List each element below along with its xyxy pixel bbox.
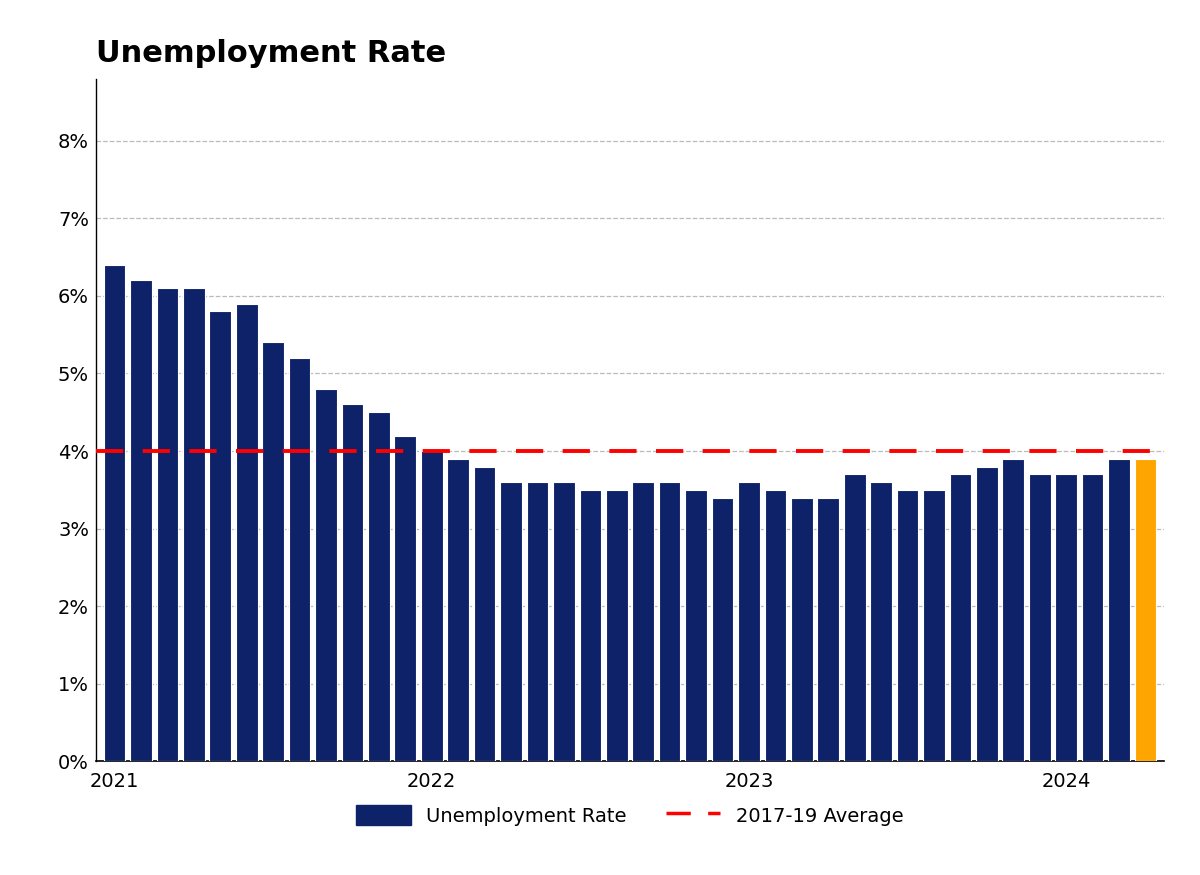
Bar [1055, 474, 1078, 761]
Bar [712, 498, 733, 761]
Bar [949, 474, 971, 761]
Bar [316, 389, 337, 761]
Bar [896, 490, 918, 761]
Bar [976, 466, 997, 761]
Bar [474, 466, 496, 761]
Bar [553, 482, 575, 761]
Bar [368, 412, 390, 761]
Bar [1081, 474, 1104, 761]
Bar [342, 404, 364, 761]
Bar [527, 482, 548, 761]
Bar [263, 342, 284, 761]
Bar [844, 474, 865, 761]
Bar [1002, 458, 1024, 761]
Bar [1135, 458, 1157, 761]
Bar [395, 436, 416, 761]
Bar [580, 490, 601, 761]
Bar [606, 490, 628, 761]
Bar [659, 482, 680, 761]
Text: Unemployment Rate: Unemployment Rate [96, 39, 446, 68]
Bar [764, 490, 786, 761]
Bar [923, 490, 944, 761]
Bar [210, 312, 232, 761]
Bar [1109, 458, 1130, 761]
Bar [632, 482, 654, 761]
Bar [289, 358, 311, 761]
Bar [817, 498, 839, 761]
Bar [156, 288, 179, 761]
Bar [236, 304, 258, 761]
Bar [421, 451, 443, 761]
Bar [103, 265, 125, 761]
Bar [738, 482, 760, 761]
Legend: Unemployment Rate, 2017-19 Average: Unemployment Rate, 2017-19 Average [349, 797, 911, 833]
Bar [130, 280, 151, 761]
Bar [791, 498, 812, 761]
Bar [870, 482, 892, 761]
Bar [448, 458, 469, 761]
Bar [1028, 474, 1050, 761]
Bar [685, 490, 707, 761]
Bar [500, 482, 522, 761]
Bar [182, 288, 205, 761]
